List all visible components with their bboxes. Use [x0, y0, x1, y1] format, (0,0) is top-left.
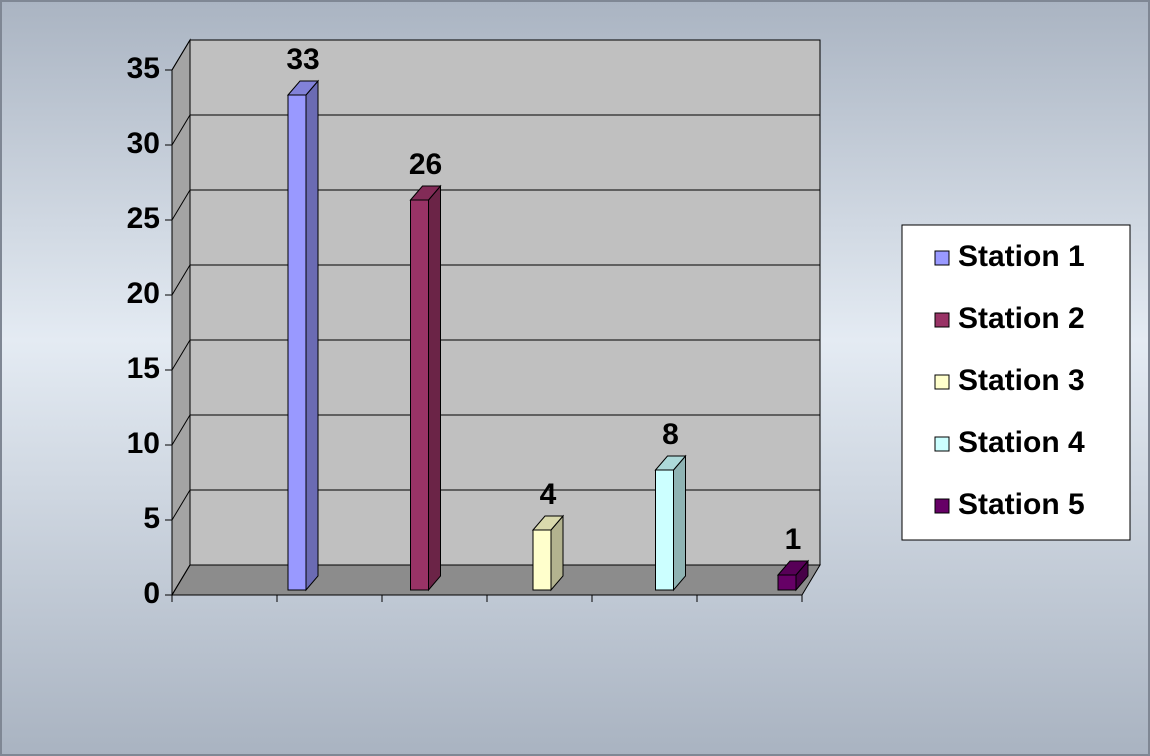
back-wall	[189, 39, 821, 566]
grid-line	[171, 264, 191, 296]
data-label: 33	[286, 43, 319, 76]
y-tick-label: 20	[127, 277, 160, 310]
legend-label: Station 3	[958, 364, 1085, 397]
bar	[777, 574, 797, 591]
bar	[410, 199, 429, 591]
legend-label: Station 5	[958, 488, 1085, 521]
legend-swatch	[934, 250, 950, 266]
y-tick-label: 15	[127, 352, 160, 385]
grid-line	[171, 339, 191, 371]
legend-swatch	[934, 374, 950, 390]
data-label: 4	[540, 478, 557, 511]
bars	[286, 79, 810, 592]
legend-label: Station 2	[958, 302, 1085, 335]
legend-label: Station 4	[958, 426, 1085, 459]
data-label: 1	[785, 523, 802, 556]
floor	[171, 564, 821, 596]
bar	[287, 94, 307, 591]
y-tick-label: 0	[143, 577, 160, 610]
grid-line	[171, 189, 191, 221]
x-axis	[171, 594, 803, 602]
grid-line	[171, 564, 191, 596]
data-label: 8	[662, 418, 679, 451]
y-tick-label: 25	[127, 202, 160, 235]
legend-swatch	[934, 312, 950, 328]
bar	[532, 529, 552, 591]
grid-line	[171, 489, 191, 521]
legend	[901, 224, 1131, 541]
y-tick-label: 5	[143, 502, 160, 535]
grid-line	[171, 114, 191, 146]
grid-line	[171, 39, 191, 71]
data-label: 26	[409, 148, 442, 181]
y-tick-label: 30	[127, 127, 160, 160]
legend-swatch	[934, 436, 950, 452]
bar-side	[428, 184, 441, 592]
y-tick-label: 10	[127, 427, 160, 460]
bar	[655, 469, 674, 591]
bar-side	[305, 79, 319, 592]
y-tick-label: 35	[127, 52, 160, 85]
legend-label: Station 1	[958, 240, 1085, 273]
bar-side	[673, 454, 686, 592]
grid-line	[171, 414, 191, 446]
side-wall	[171, 38, 191, 597]
legend-swatch	[934, 498, 950, 514]
